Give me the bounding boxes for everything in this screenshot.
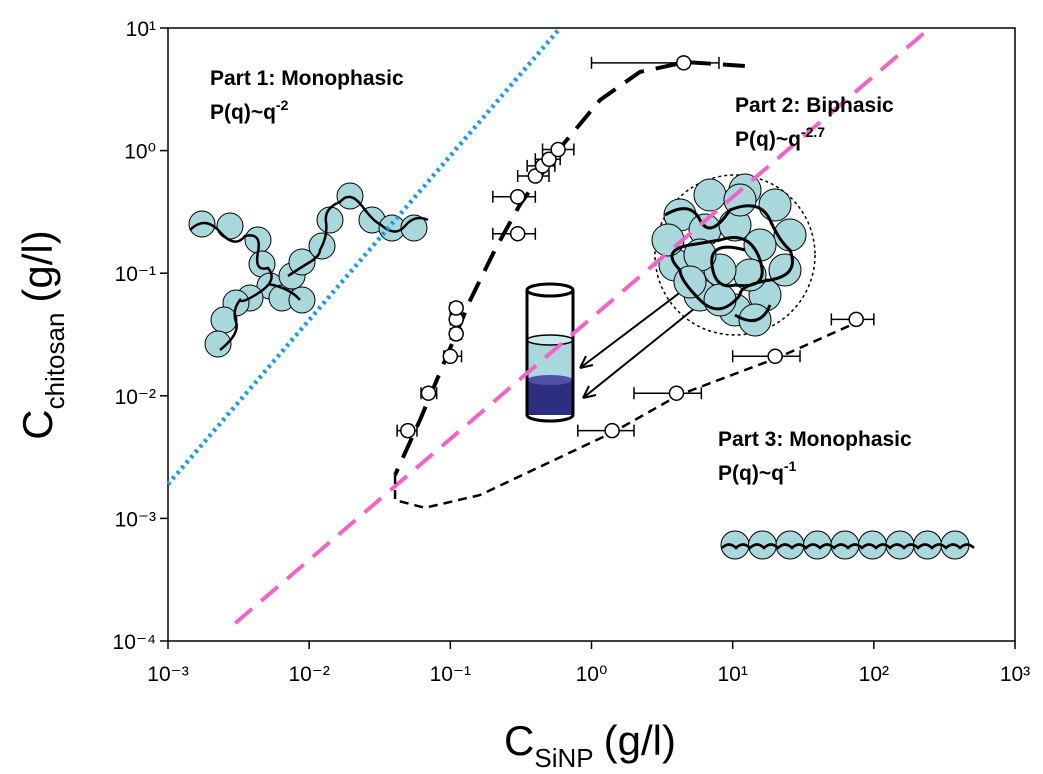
point — [848, 311, 864, 328]
annotation-law: P(q)~q-1 — [718, 458, 797, 485]
arrow-head — [579, 355, 594, 369]
point — [668, 385, 685, 401]
line — [393, 320, 859, 510]
point — [509, 225, 526, 242]
point — [420, 385, 437, 401]
annotation-title: Part 2: Biphasic — [735, 94, 894, 117]
line — [234, 26, 932, 625]
annotation-law-base: P(q)~q — [735, 128, 801, 151]
xlabel-unit: (g/l) — [604, 717, 676, 764]
line — [166, 26, 562, 486]
ylabel-sub: chitosan — [40, 313, 70, 410]
x-tick-label: 10³ — [1000, 663, 1030, 686]
point — [604, 422, 620, 439]
line — [393, 59, 745, 476]
point — [541, 151, 557, 168]
vial-sediment — [527, 380, 573, 415]
ylabel-main: C — [14, 409, 61, 439]
sphere — [210, 306, 238, 334]
polymer-chain — [664, 204, 794, 323]
x-tick-label: 10⁻¹ — [430, 663, 471, 686]
annotation-law-exponent: -2 — [276, 97, 289, 113]
polymer-chain — [189, 195, 429, 351]
polymer-chain — [721, 543, 975, 550]
x-tick-label: 10² — [859, 663, 889, 686]
ylabel-unit: (g/l) — [14, 230, 61, 302]
vial-top — [525, 282, 575, 298]
annotation-law-base: P(q)~q — [210, 101, 276, 124]
vial-wall — [525, 290, 575, 423]
x-tick-label: 10⁻³ — [147, 663, 188, 686]
xlabel-sub: SiNP — [534, 743, 593, 773]
point — [442, 348, 459, 365]
annotation-law-base: P(q)~q — [718, 462, 784, 485]
y-tick-label: 10¹ — [126, 18, 156, 41]
sphere — [703, 283, 737, 317]
arrow — [582, 299, 706, 399]
point — [675, 55, 692, 71]
sphere — [758, 188, 792, 222]
point — [448, 300, 464, 316]
aggregate-outline — [654, 174, 816, 336]
y-tick-label: 10⁻² — [115, 386, 156, 409]
arrow — [579, 284, 691, 369]
sphere — [216, 212, 244, 240]
arrow-head — [582, 385, 597, 399]
annotation-title: Part 1: Monophasic — [210, 67, 404, 90]
annotation-law: P(q)~q-2 — [210, 97, 289, 124]
xlabel-main: C — [504, 717, 534, 764]
vial-interface — [527, 375, 573, 385]
y-tick-label: 10⁰ — [124, 141, 156, 164]
sphere — [651, 223, 685, 257]
annotation-law: P(q)~q-2.7 — [735, 124, 825, 151]
sphere — [400, 214, 428, 242]
sphere — [693, 178, 727, 212]
annotation-law-exponent: -2.7 — [801, 124, 825, 140]
x-tick-label: 10⁰ — [576, 663, 608, 686]
point — [448, 326, 464, 342]
y-tick-label: 10⁻⁴ — [113, 631, 156, 654]
annotation-law-exponent: -1 — [784, 458, 797, 474]
point — [550, 141, 566, 158]
sphere — [316, 206, 344, 234]
annotation-title: Part 3: Monophasic — [718, 428, 912, 451]
error-bar — [731, 350, 801, 363]
sphere — [204, 330, 232, 358]
x-tick-label: 10⁻² — [288, 663, 329, 686]
error-bar — [590, 56, 720, 69]
illustrations — [188, 173, 975, 560]
sphere — [288, 248, 316, 276]
y-tick-label: 10⁻¹ — [115, 263, 156, 286]
point — [400, 422, 416, 439]
sphere — [288, 286, 316, 314]
point — [509, 189, 526, 205]
xlabel: CSiNP (g/l) — [504, 717, 676, 773]
point — [767, 348, 783, 365]
ylabel: Cchitosan (g/l) — [14, 230, 70, 440]
vial-surface — [526, 334, 574, 346]
x-tick-label: 10¹ — [717, 663, 747, 686]
error-bar — [633, 387, 703, 400]
y-tick-label: 10⁻³ — [115, 508, 156, 531]
